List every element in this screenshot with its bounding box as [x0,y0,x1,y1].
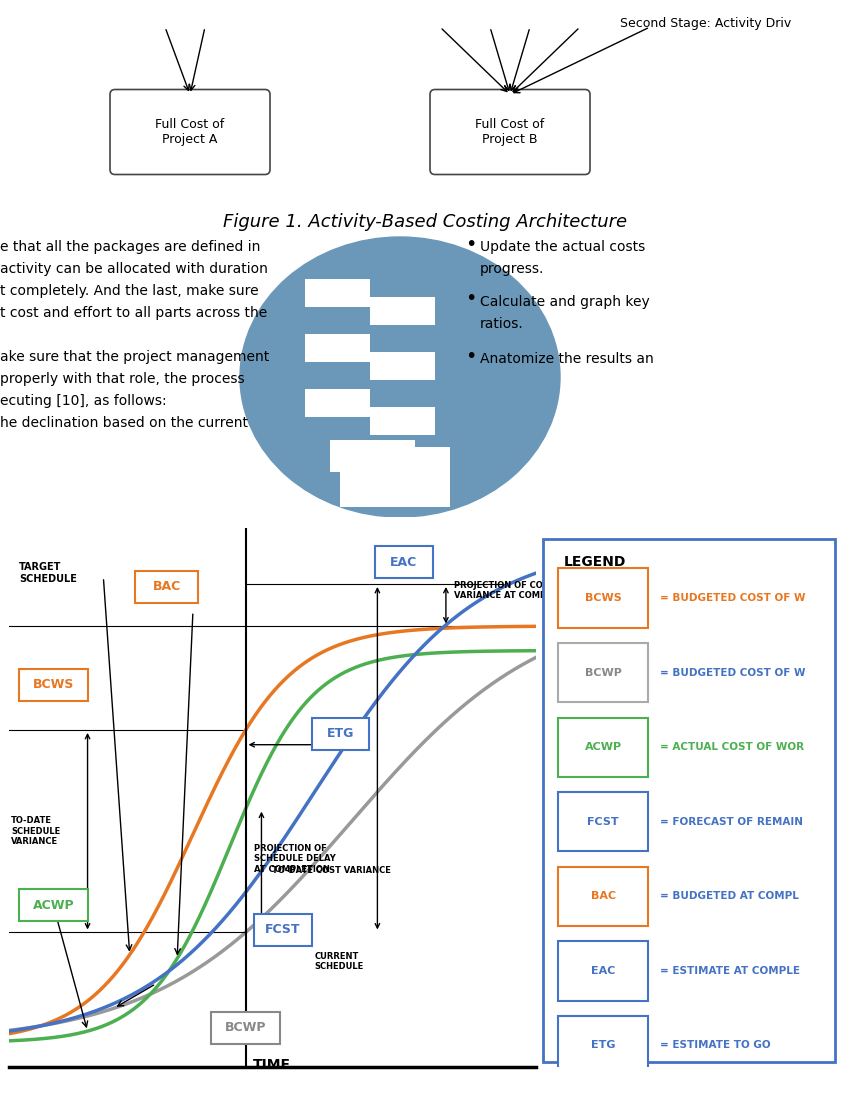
Text: EAC: EAC [390,556,417,569]
Text: Second Stage: Activity Driv: Second Stage: Activity Driv [620,16,791,30]
Text: BCWP: BCWP [585,668,621,678]
Text: = ESTIMATE TO GO: = ESTIMATE TO GO [660,1041,771,1050]
Text: •: • [465,234,476,253]
Text: ratios.: ratios. [480,317,524,331]
Text: properly with that role, the process: properly with that role, the process [0,372,245,386]
Text: BCWP: BCWP [225,1021,266,1034]
Text: LEGEND: LEGEND [564,556,626,569]
Ellipse shape [240,236,560,517]
FancyBboxPatch shape [110,89,270,175]
Text: •: • [465,346,476,365]
FancyBboxPatch shape [19,890,88,921]
Text: t cost and effort to all parts across the: t cost and effort to all parts across th… [0,306,267,320]
Text: TIME: TIME [253,1057,291,1071]
FancyBboxPatch shape [375,547,433,579]
FancyBboxPatch shape [430,89,590,175]
FancyBboxPatch shape [558,942,649,1001]
FancyBboxPatch shape [558,1015,649,1075]
FancyBboxPatch shape [311,718,370,750]
Text: Figure 1. Activity-Based Costing Architecture: Figure 1. Activity-Based Costing Archite… [223,213,627,231]
Text: FCST: FCST [587,817,619,827]
FancyBboxPatch shape [212,1012,280,1044]
Text: activity can be allocated with duration: activity can be allocated with duration [0,262,268,276]
Text: PROJECTION OF COST
VARIANCE AT COMPLETION: PROJECTION OF COST VARIANCE AT COMPLETIO… [454,581,580,601]
Text: BCWS: BCWS [32,679,74,691]
Text: Calculate and graph key: Calculate and graph key [480,295,649,309]
Text: e that all the packages are defined in: e that all the packages are defined in [0,240,260,254]
FancyBboxPatch shape [340,447,450,507]
FancyBboxPatch shape [135,571,198,603]
Text: = BUDGETED COST OF W: = BUDGETED COST OF W [660,668,806,678]
Text: •: • [465,289,476,308]
Text: EAC: EAC [591,966,615,976]
Text: = BUDGETED AT COMPL: = BUDGETED AT COMPL [660,891,799,901]
Text: BAC: BAC [152,581,181,593]
Text: FCST: FCST [265,923,300,936]
Text: Full Cost of
Project B: Full Cost of Project B [475,118,545,146]
FancyBboxPatch shape [370,407,435,434]
Text: = BUDGETED COST OF W: = BUDGETED COST OF W [660,593,806,603]
Text: = ESTIMATE AT COMPLE: = ESTIMATE AT COMPLE [660,966,801,976]
FancyBboxPatch shape [558,644,649,702]
Text: BAC: BAC [591,891,615,901]
Text: Update the actual costs: Update the actual costs [480,240,645,254]
Text: t completely. And the last, make sure: t completely. And the last, make sure [0,284,258,298]
Text: = ACTUAL COST OF WOR: = ACTUAL COST OF WOR [660,742,805,752]
FancyBboxPatch shape [370,352,435,379]
Text: = FORECAST OF REMAIN: = FORECAST OF REMAIN [660,817,803,827]
FancyBboxPatch shape [558,569,649,628]
Text: Anatomize the results an: Anatomize the results an [480,352,654,366]
Text: ake sure that the project management: ake sure that the project management [0,350,269,364]
FancyBboxPatch shape [558,717,649,777]
FancyBboxPatch shape [19,669,88,701]
Text: Full Cost of
Project A: Full Cost of Project A [156,118,224,146]
Text: TO-DATE
SCHEDULE
VARIANCE: TO-DATE SCHEDULE VARIANCE [11,816,60,846]
FancyBboxPatch shape [253,914,311,946]
FancyBboxPatch shape [543,539,836,1062]
Text: TARGET
SCHEDULE: TARGET SCHEDULE [19,562,76,584]
Text: CURRENT
SCHEDULE: CURRENT SCHEDULE [314,952,364,971]
Text: he declination based on the current: he declination based on the current [0,416,248,430]
Text: ETG: ETG [591,1041,615,1050]
Text: progress.: progress. [480,262,544,276]
Text: ETG: ETG [326,727,354,740]
FancyBboxPatch shape [305,389,370,417]
Text: BCWS: BCWS [585,593,621,603]
Text: ACWP: ACWP [32,899,74,912]
FancyBboxPatch shape [558,867,649,926]
Text: ecuting [10], as follows:: ecuting [10], as follows: [0,394,167,408]
FancyBboxPatch shape [558,792,649,851]
FancyBboxPatch shape [370,297,435,324]
Text: TO-DATE COST VARIANCE: TO-DATE COST VARIANCE [272,866,391,876]
FancyBboxPatch shape [305,279,370,307]
Text: ACWP: ACWP [585,742,621,752]
Text: PROJECTION OF
SCHEDULE DELAY
AT COMPLETION: PROJECTION OF SCHEDULE DELAY AT COMPLETI… [253,844,335,873]
FancyBboxPatch shape [330,440,415,472]
FancyBboxPatch shape [305,334,370,362]
